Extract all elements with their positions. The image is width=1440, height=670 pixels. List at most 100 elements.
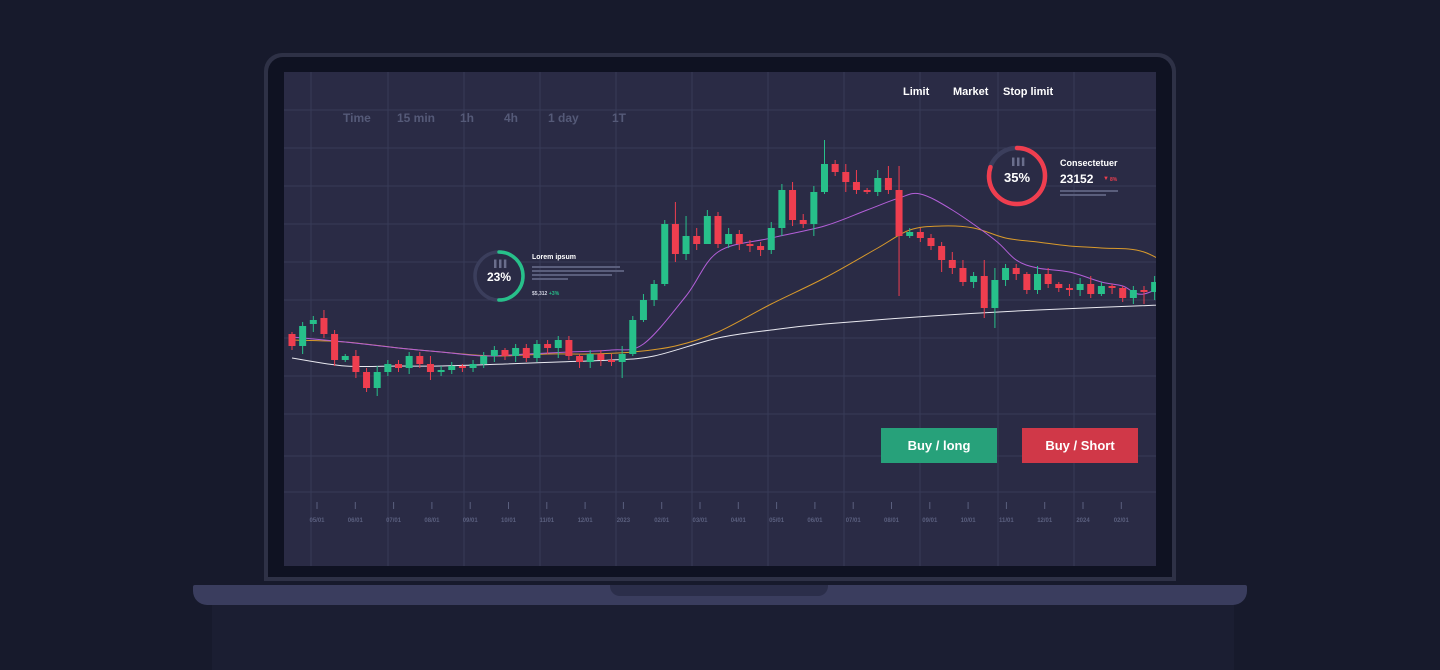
timeframe-time[interactable]: Time xyxy=(343,111,371,125)
candle-up xyxy=(991,280,999,308)
x-tick-label: 09/01 xyxy=(922,518,938,524)
x-tick-label: 06/01 xyxy=(807,518,823,524)
buy-short-button[interactable]: Buy / Short xyxy=(1022,428,1138,463)
timeframe-1day[interactable]: 1 day xyxy=(548,111,579,125)
candle-up xyxy=(1034,274,1041,290)
x-tick-label: 11/01 xyxy=(539,518,554,524)
candle-up xyxy=(618,354,626,362)
candle-up xyxy=(1002,268,1010,280)
candle-down xyxy=(1023,274,1031,290)
candle-up xyxy=(650,284,658,300)
x-tick-label: 08/01 xyxy=(884,518,900,524)
widget-left-text xyxy=(532,264,624,282)
candle-up xyxy=(703,216,711,244)
timeframe-1t[interactable]: 1T xyxy=(612,111,627,125)
candle-down xyxy=(501,350,509,356)
candle-up xyxy=(810,192,818,224)
candle-up xyxy=(341,356,349,360)
timeframe-4h[interactable]: 4h xyxy=(504,111,519,125)
candle-up xyxy=(373,372,381,388)
candle-up xyxy=(512,348,520,356)
candle-up xyxy=(437,370,445,372)
stat-widget-right: ▌▌▌ 35% Consectetuer 23152 ▼ 8% xyxy=(985,144,1155,210)
candle-up xyxy=(778,190,786,228)
candle-up xyxy=(1097,286,1105,294)
tab-limit[interactable]: Limit xyxy=(903,86,930,98)
x-tick-label: 02/01 xyxy=(1114,518,1130,524)
candle-down xyxy=(1044,274,1052,284)
widget-left-value: $5,312 xyxy=(532,291,548,297)
candle-up xyxy=(821,164,828,192)
buy-long-button[interactable]: Buy / long xyxy=(881,428,997,463)
x-tick-label: 04/01 xyxy=(731,518,747,524)
timeframe-1h[interactable]: 1h xyxy=(460,111,475,125)
candle-down xyxy=(363,372,371,388)
candle-up xyxy=(480,356,488,364)
candle-down xyxy=(1140,290,1148,292)
x-axis: 05/01 06/01 07/01 08/01 09/01 10/01 11/01 12/01… xyxy=(309,502,1129,524)
candle-up xyxy=(533,344,541,358)
widget-right-title: Consectetuer xyxy=(1060,158,1118,168)
widget-right-change: 8% xyxy=(1110,177,1118,183)
candle-down xyxy=(565,340,573,356)
candle-up xyxy=(639,300,647,320)
progress-ring-left xyxy=(473,250,525,302)
candle-down xyxy=(1087,284,1095,294)
candle-down xyxy=(757,246,765,250)
candle-down xyxy=(693,236,701,244)
x-tick-label: 03/01 xyxy=(692,518,708,524)
x-tick-label: 09/01 xyxy=(463,518,479,524)
candles-group xyxy=(288,140,1156,396)
candle-up xyxy=(661,224,669,284)
x-tick-label: 2023 xyxy=(617,518,631,524)
candle-down xyxy=(884,178,892,190)
candle-up xyxy=(469,364,477,368)
x-tick-label: 05/01 xyxy=(309,518,325,524)
candle-down xyxy=(959,268,967,282)
stat-widget-left: ▌▌▌ 23% Lorem ipsum $5,312 +3% xyxy=(470,247,630,307)
trading-screen: 05/01 06/01 07/01 08/01 09/01 10/01 11/01 12/01… xyxy=(284,72,1156,566)
candle-down xyxy=(288,334,296,346)
timeframe-15min[interactable]: 15 min xyxy=(397,111,436,125)
arrow-down-icon: ▼ xyxy=(1103,176,1109,182)
candle-down xyxy=(671,224,679,254)
candle-up xyxy=(767,228,775,250)
ma-slow-line xyxy=(291,304,1156,368)
progress-ring-right xyxy=(986,145,1048,207)
candle-up xyxy=(586,354,594,362)
candle-up xyxy=(725,234,733,244)
candle-up xyxy=(970,276,978,282)
candle-down xyxy=(395,364,402,368)
tab-stop-limit[interactable]: Stop limit xyxy=(1003,86,1054,98)
candle-down xyxy=(608,360,615,362)
candle-down xyxy=(320,318,328,334)
widget-right-value: 23152 xyxy=(1060,172,1094,186)
candle-down xyxy=(1055,284,1063,288)
candle-down xyxy=(916,232,924,238)
x-tick-label: 10/01 xyxy=(501,518,517,524)
candle-down xyxy=(544,344,552,348)
candle-up xyxy=(906,232,914,236)
candle-down xyxy=(576,356,584,362)
x-tick-label: 12/01 xyxy=(1037,518,1053,524)
candle-down xyxy=(597,354,605,360)
candle-up xyxy=(309,320,317,324)
candle-up xyxy=(1129,290,1137,298)
candle-down xyxy=(927,238,935,246)
candle-down xyxy=(948,260,956,268)
candle-up xyxy=(629,320,637,354)
candle-up xyxy=(299,326,307,346)
candle-up xyxy=(448,366,456,370)
candle-down xyxy=(352,356,360,372)
candle-up xyxy=(384,364,392,372)
candle-down xyxy=(852,182,860,190)
candle-down xyxy=(426,364,434,372)
candle-up xyxy=(1076,284,1084,290)
candle-down xyxy=(842,172,850,182)
candle-down xyxy=(416,356,424,364)
candle-down xyxy=(1108,286,1116,288)
candlestick-chart: 05/01 06/01 07/01 08/01 09/01 10/01 11/01 12/01… xyxy=(284,72,1156,566)
tab-market[interactable]: Market xyxy=(953,86,989,98)
x-tick-label: 02/01 xyxy=(654,518,670,524)
bar-chart-icon: ▌▌▌ xyxy=(494,261,509,268)
